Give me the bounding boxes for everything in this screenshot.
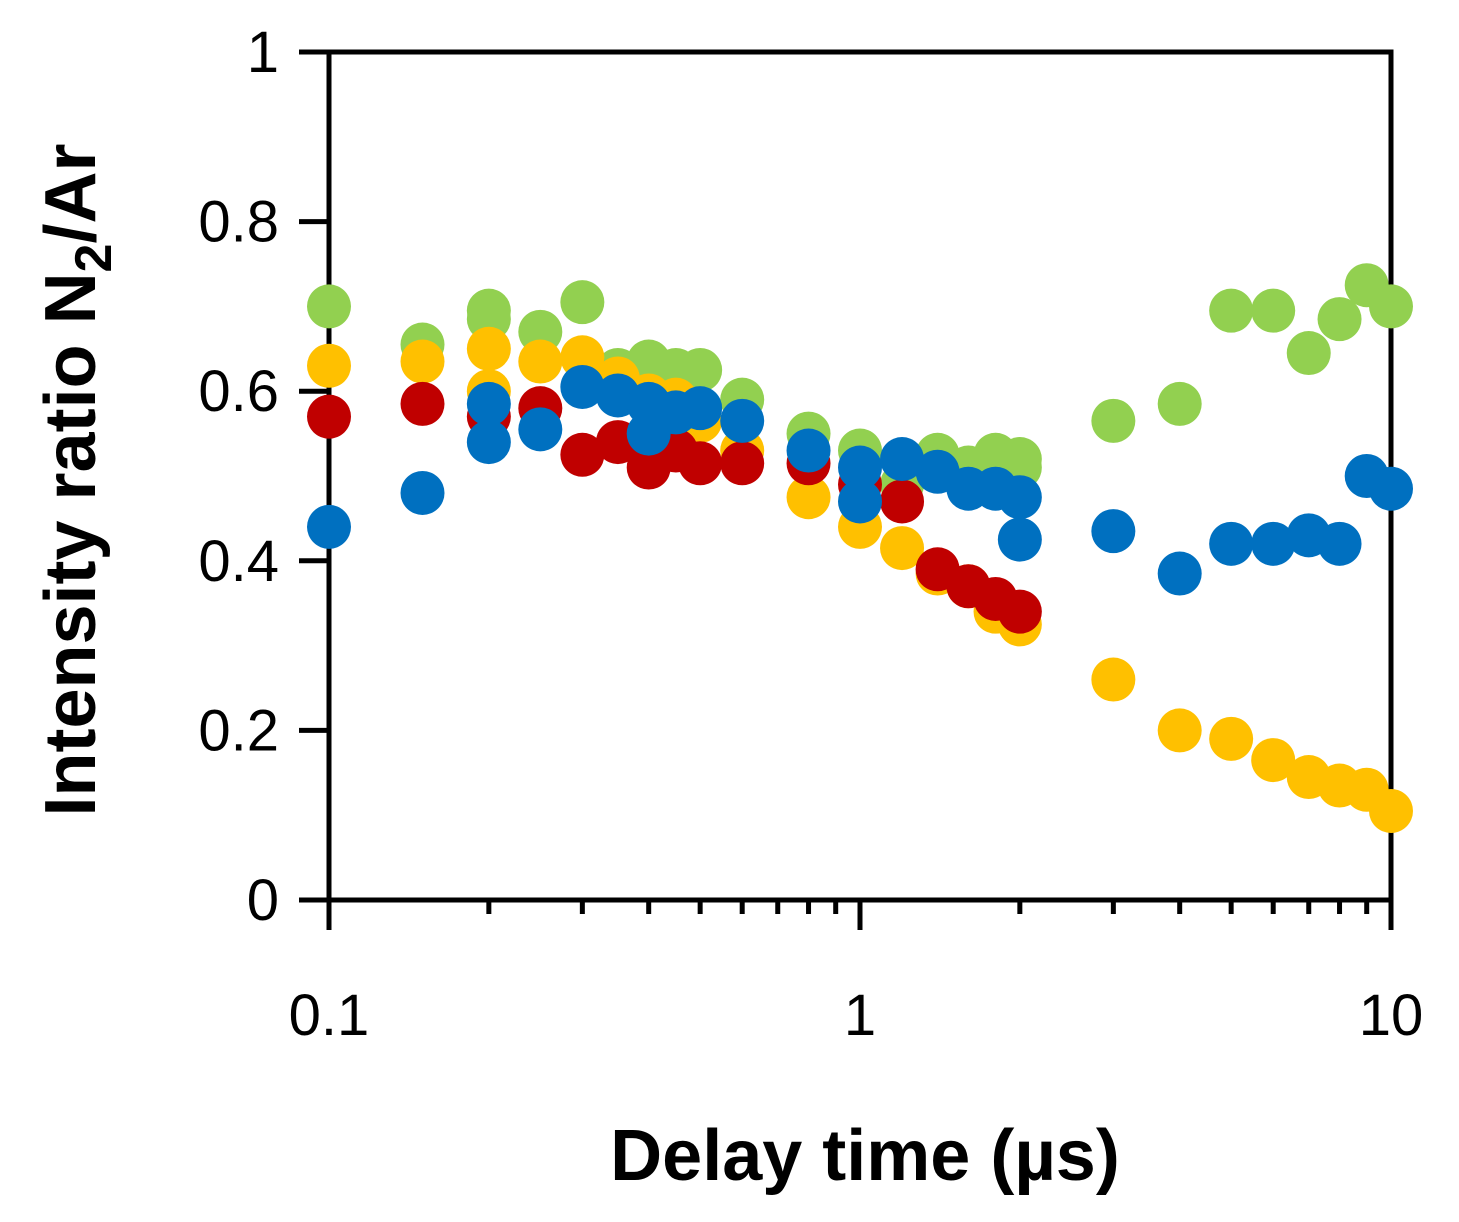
data-point bbox=[1369, 788, 1413, 833]
data-point bbox=[466, 326, 511, 371]
y-axis-title-main: Intensity ratio N bbox=[31, 272, 111, 816]
data-point bbox=[997, 589, 1042, 634]
data-point bbox=[720, 398, 765, 443]
data-point bbox=[1317, 521, 1362, 566]
data-point bbox=[1369, 466, 1413, 511]
data-point bbox=[307, 394, 351, 439]
data-point bbox=[1157, 381, 1202, 426]
data-points bbox=[307, 263, 1413, 833]
data-point bbox=[307, 343, 351, 388]
data-point bbox=[1251, 738, 1296, 783]
data-point bbox=[720, 441, 765, 486]
data-point bbox=[1209, 716, 1254, 761]
data-point bbox=[1251, 288, 1296, 333]
data-point bbox=[997, 517, 1042, 562]
data-point bbox=[1286, 331, 1331, 376]
x-tick-label: 10 bbox=[1359, 983, 1424, 1048]
y-tick-label: 0.4 bbox=[198, 529, 279, 594]
data-point bbox=[838, 479, 882, 524]
x-axis-title: Delay time (µs) bbox=[610, 1116, 1120, 1196]
x-tick-label: 0.1 bbox=[289, 983, 370, 1048]
data-point bbox=[518, 407, 563, 452]
data-point bbox=[786, 428, 831, 473]
data-point bbox=[1251, 521, 1296, 566]
data-point bbox=[560, 432, 605, 477]
data-point bbox=[1209, 288, 1254, 333]
data-point bbox=[466, 381, 511, 426]
data-point bbox=[1157, 551, 1202, 596]
data-point bbox=[307, 284, 351, 329]
x-tick-label: 1 bbox=[844, 983, 876, 1048]
data-point bbox=[466, 420, 511, 465]
data-point bbox=[400, 381, 445, 426]
data-point bbox=[307, 504, 351, 549]
data-point bbox=[560, 280, 605, 325]
data-point bbox=[1369, 284, 1413, 329]
x-axis: 0.1 1 10 bbox=[289, 900, 1424, 1048]
data-point bbox=[400, 470, 445, 515]
series-4 bbox=[307, 364, 1413, 596]
y-axis-title: Intensity ratio N2/Ar bbox=[31, 143, 123, 816]
data-point bbox=[786, 475, 831, 520]
data-point bbox=[1209, 521, 1254, 566]
data-point bbox=[678, 441, 723, 486]
y-tick-label: 0.8 bbox=[198, 190, 279, 255]
data-point bbox=[1157, 708, 1202, 753]
data-point bbox=[880, 526, 925, 571]
data-point bbox=[1317, 297, 1362, 342]
data-point bbox=[880, 479, 925, 524]
data-point bbox=[678, 348, 723, 392]
data-point bbox=[400, 339, 445, 384]
y-tick-label: 0.2 bbox=[198, 698, 279, 763]
y-axis: 0 0.2 0.4 0.6 0.8 1 bbox=[198, 20, 329, 933]
data-point bbox=[1091, 509, 1136, 554]
data-point bbox=[560, 364, 605, 409]
data-point bbox=[880, 437, 925, 482]
y-axis-title-tail: /Ar bbox=[31, 143, 111, 243]
data-point bbox=[1091, 398, 1136, 443]
y-tick-label: 0 bbox=[247, 868, 279, 933]
y-axis-title-subscript: 2 bbox=[65, 244, 123, 273]
data-point bbox=[997, 475, 1042, 520]
y-tick-label: 1 bbox=[247, 20, 279, 85]
data-point bbox=[838, 445, 882, 490]
data-point bbox=[1091, 657, 1136, 702]
data-point bbox=[678, 386, 723, 431]
y-tick-label: 0.6 bbox=[198, 359, 279, 424]
data-point bbox=[518, 339, 563, 384]
